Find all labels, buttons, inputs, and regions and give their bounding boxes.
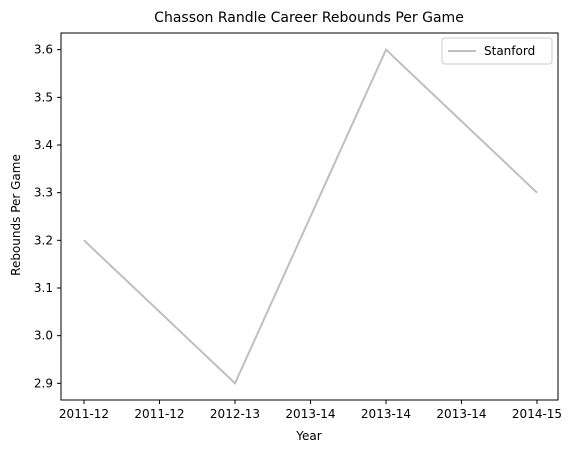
legend-box (441, 37, 553, 65)
y-tick-label: 3.1 (34, 281, 53, 295)
legend-label: Stanford (484, 44, 535, 58)
y-tick-label: 2.9 (34, 376, 53, 390)
plot-area: 2.9 3.0 3.1 3.2 3.3 3.4 3.5 3.6 2011-12 2011-12 20… (34, 32, 562, 421)
x-tick-label: 2013-14 (436, 407, 486, 421)
x-tick-label: 2011-12 (134, 407, 184, 421)
x-tick-label: 2011-12 (59, 407, 109, 421)
chart-title: Chasson Randle Career Rebounds Per Game (154, 10, 464, 26)
x-tick-label: 2013-14 (285, 407, 335, 421)
x-tick-label: 2014-15 (512, 407, 562, 421)
x-tick-label: 2012-13 (210, 407, 260, 421)
y-tick-label: 3.6 (34, 43, 53, 57)
axes-frame (60, 32, 559, 401)
y-tick-label: 3.4 (34, 138, 53, 152)
y-axis-label: Rebounds Per Game (9, 154, 23, 276)
y-tick-label: 3.3 (34, 186, 53, 200)
legend: Stanford (441, 37, 553, 65)
y-tick-label: 3.0 (34, 329, 53, 343)
x-tick-label: 2013-14 (361, 407, 411, 421)
series-line (83, 47, 538, 386)
y-tick-label: 3.5 (34, 90, 53, 104)
y-tick-label: 3.2 (34, 233, 53, 247)
x-axis-label: Year (295, 429, 321, 443)
